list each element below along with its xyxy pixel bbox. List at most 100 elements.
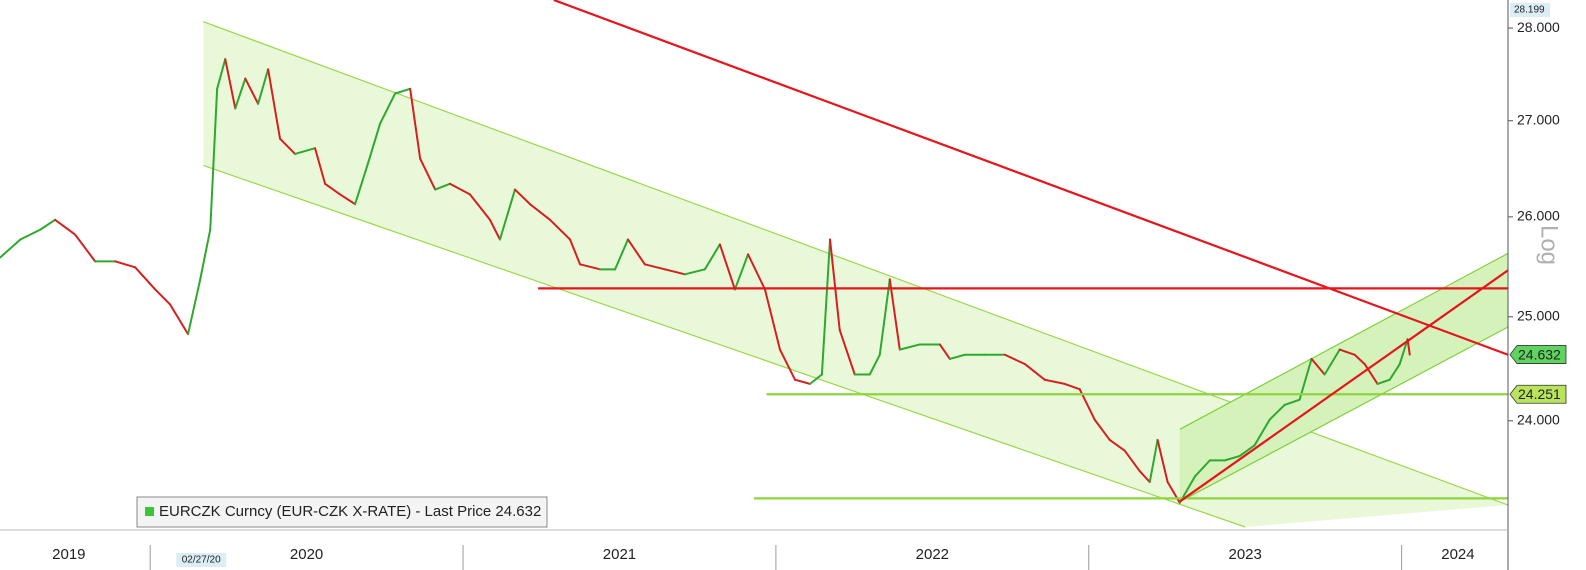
channel-fill xyxy=(203,21,1508,527)
price-segment xyxy=(314,147,327,185)
x-tick-label: 2020 xyxy=(290,546,323,563)
price-segment xyxy=(1138,470,1151,484)
channel-fill xyxy=(1179,253,1508,502)
price-segment xyxy=(74,233,97,263)
price-segment xyxy=(1063,382,1081,391)
price-segment xyxy=(868,353,881,376)
legend-swatch xyxy=(145,507,154,516)
price-segment xyxy=(820,238,832,376)
price-segment xyxy=(888,278,901,351)
price-segment xyxy=(1283,398,1301,406)
y-tick-label: 27.000 xyxy=(1517,111,1560,127)
price-segment xyxy=(1108,438,1126,452)
price-segment xyxy=(1156,438,1169,484)
price-segment xyxy=(1043,378,1066,385)
legend-box xyxy=(136,496,548,528)
price-segment xyxy=(1268,403,1286,421)
price-segment xyxy=(134,266,157,291)
price-segment xyxy=(1238,444,1256,458)
legend-label: EURCZK Curncy (EUR-CZK X-RATE) - Last Pr… xyxy=(159,503,541,520)
x-tick-label: 2023 xyxy=(1229,546,1262,563)
price-segment xyxy=(898,343,921,351)
price-segment xyxy=(294,147,317,155)
x-tick-label: 2024 xyxy=(1441,546,1474,563)
x-tick-label: 2022 xyxy=(916,546,949,563)
price-segment xyxy=(209,87,219,231)
price-segment xyxy=(1398,338,1409,366)
price-segment xyxy=(643,263,666,271)
price-segment xyxy=(224,58,237,110)
price-segment xyxy=(579,263,602,271)
price-segment xyxy=(488,218,501,241)
price-segment xyxy=(626,238,646,266)
price-segment xyxy=(809,373,823,385)
price-segment xyxy=(394,87,412,95)
annotation-bg xyxy=(176,553,227,567)
price-segment xyxy=(366,122,382,165)
price-tag-label: 24.251 xyxy=(1518,386,1561,402)
high-label-bg xyxy=(1510,3,1550,18)
price-segment xyxy=(829,238,841,332)
price-segment xyxy=(733,253,750,291)
trend-line xyxy=(553,0,1508,356)
price-segment xyxy=(1253,418,1271,447)
scale-label: Log xyxy=(1536,225,1563,265)
price-segment xyxy=(1338,348,1356,356)
price-segment xyxy=(1193,459,1211,478)
price-segment xyxy=(379,92,397,125)
price-segment xyxy=(434,182,451,191)
price-segment xyxy=(339,193,357,206)
price-segment xyxy=(1353,353,1366,366)
price-segment xyxy=(513,188,531,206)
price-segment xyxy=(257,68,270,105)
y-tick-label: 28.000 xyxy=(1517,19,1560,35)
price-segment xyxy=(419,157,437,191)
price-segment xyxy=(54,218,77,236)
price-segment xyxy=(114,260,137,269)
price-segment xyxy=(216,58,227,90)
price-segment xyxy=(1093,418,1111,441)
price-segment xyxy=(39,218,57,231)
price-segment xyxy=(1023,363,1046,381)
y-tick-label: 26.000 xyxy=(1517,208,1560,224)
price-segment xyxy=(448,182,471,196)
price-segment xyxy=(468,193,491,221)
price-tag-label: 24.632 xyxy=(1518,346,1561,362)
price-segment xyxy=(187,278,202,336)
plot-area xyxy=(0,0,1508,528)
price-segment xyxy=(683,268,706,276)
price-segment xyxy=(938,343,951,360)
price-segment xyxy=(1363,363,1379,385)
price-segment xyxy=(793,378,812,385)
channel-line xyxy=(1179,252,1508,430)
price-segment xyxy=(763,288,781,351)
price-segment xyxy=(1223,455,1241,462)
price-segment xyxy=(838,329,856,376)
price-segment xyxy=(1310,357,1326,376)
price-segment xyxy=(1323,348,1341,376)
price-segment xyxy=(498,188,516,241)
price-segment xyxy=(354,162,369,206)
price-segment xyxy=(234,77,247,110)
channel-line xyxy=(1179,326,1508,503)
price-segment xyxy=(244,77,260,105)
annotation: 02/27/20 xyxy=(182,555,221,566)
price-segment xyxy=(549,218,572,241)
price-segment xyxy=(703,243,721,271)
high-label: 28.199 xyxy=(1514,5,1545,16)
price-segment xyxy=(948,353,966,360)
price-segment xyxy=(169,303,190,336)
price-segment xyxy=(199,228,212,281)
price-segment xyxy=(663,268,686,276)
price-segment xyxy=(1388,363,1401,381)
channel-line xyxy=(203,164,1246,528)
price-segment xyxy=(747,253,766,291)
price-segment xyxy=(1123,449,1141,473)
price-tag xyxy=(1509,345,1567,364)
price-segment xyxy=(778,348,796,381)
price-segment xyxy=(1148,438,1159,484)
price-tag xyxy=(1509,384,1567,404)
x-tick-label: 2019 xyxy=(52,546,85,563)
